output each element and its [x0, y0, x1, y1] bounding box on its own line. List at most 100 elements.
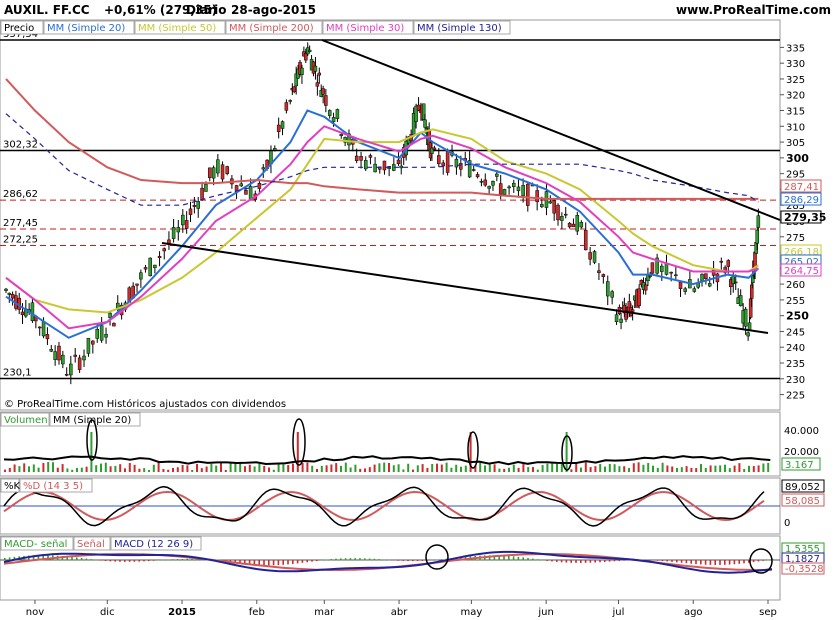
volume-bar — [604, 466, 606, 472]
volume-bar — [493, 464, 496, 472]
price-candle-body — [373, 163, 377, 173]
x-axis-label: abr — [391, 607, 408, 618]
macd-histogram-bar — [287, 560, 289, 565]
volume-bar — [152, 464, 155, 472]
macd-histogram-bar — [416, 560, 419, 562]
macd-histogram-bar — [128, 560, 131, 562]
macd-legend: MACD- señal Señal MACD (12 26 9) — [0, 536, 202, 551]
volume-bar — [666, 465, 669, 472]
price-candle-body — [597, 270, 601, 274]
price-candle-body — [99, 325, 104, 341]
volume-highlight-ellipse — [561, 435, 573, 471]
macd-histogram-bar — [71, 556, 73, 561]
macd-histogram-bar — [239, 560, 241, 564]
macd-histogram-bar — [570, 560, 572, 563]
trendlines — [161, 39, 781, 334]
macd-histogram-bar — [13, 556, 16, 561]
macd-histogram-bar — [119, 560, 121, 562]
volume-bar — [647, 462, 650, 472]
macd-histogram-bar — [320, 559, 323, 561]
legend-label: Volumen — [4, 415, 48, 426]
volume-bar — [148, 469, 150, 472]
volume-bar — [330, 464, 333, 472]
volume-bar — [234, 462, 237, 472]
volume-bar — [292, 463, 294, 472]
price-candle-body — [495, 173, 499, 177]
legend-label: %D (14 3 5) — [23, 481, 83, 492]
price-candle-body — [162, 248, 166, 252]
price-candle-body — [280, 121, 285, 129]
volume-bar — [767, 462, 770, 472]
price-candle-body — [575, 215, 580, 232]
x-axis-label: dic — [100, 607, 115, 618]
price-candle-body — [45, 334, 50, 340]
volume-bar — [85, 466, 88, 472]
macd-histogram-bar — [541, 559, 544, 561]
price-candle-body — [726, 260, 731, 267]
x-axis-label: sep — [759, 607, 777, 618]
macd-histogram-bar — [373, 558, 376, 561]
macd-histogram-bar — [186, 558, 188, 561]
volume-bar — [253, 466, 256, 472]
price-candle-body — [548, 201, 553, 204]
volume-bar — [66, 468, 69, 472]
price-candle-body — [284, 102, 289, 111]
price-candle-body — [294, 73, 298, 87]
volume-bar — [676, 467, 678, 472]
price-candle-body — [610, 291, 614, 298]
volume-axis: 40.000 20.000 3.167 — [781, 426, 821, 471]
x-axis-label: jun — [537, 607, 553, 618]
price-candle-body — [276, 124, 281, 132]
price-y-tick-label: 275 — [786, 233, 805, 244]
price-candle-body — [748, 298, 753, 318]
price-y-tick-label: 325 — [786, 75, 805, 86]
volume-bar — [436, 463, 438, 472]
volume-bar — [762, 463, 765, 472]
price-candle-body — [57, 345, 61, 361]
macd-histogram-bar — [306, 560, 308, 563]
legend-chip — [19, 478, 93, 493]
volume-bar — [282, 464, 285, 472]
volume-bar — [311, 465, 314, 472]
volume-bar — [119, 464, 122, 472]
price-candle-body — [61, 354, 65, 365]
volume-bar — [536, 469, 539, 472]
volume-bar — [527, 467, 530, 472]
macd-histogram-bar — [733, 560, 736, 565]
volume-bar — [80, 467, 83, 472]
header-bar — [0, 0, 835, 20]
volume-bar — [700, 464, 702, 472]
price-candle-body — [347, 133, 351, 146]
volume-bar — [455, 464, 458, 472]
legend-label: MM (Simple 50) — [138, 23, 216, 34]
volume-bar — [671, 466, 674, 472]
macd-histogram-bar — [330, 559, 332, 561]
price-candle-body — [208, 167, 212, 178]
price-candle-body — [157, 256, 162, 258]
macd-histogram-bar — [666, 560, 668, 562]
macd-histogram-bar — [695, 560, 697, 565]
lower-trendline — [161, 242, 769, 334]
volume-bar — [287, 465, 290, 472]
volume-bar — [440, 464, 443, 472]
macd-line — [3, 550, 773, 574]
macd-histogram-bar — [344, 558, 347, 561]
price-candle-body — [359, 155, 363, 161]
macd-histogram-bar — [656, 560, 659, 561]
volume-bar — [316, 468, 318, 472]
price-candle-body — [304, 53, 308, 61]
macd-histogram-bar — [589, 560, 592, 563]
macd-histogram-bar — [618, 560, 620, 561]
volume-bar — [157, 462, 160, 472]
volume-bar — [618, 466, 621, 472]
macd-histogram-bar — [176, 559, 179, 561]
stoch-d-line — [3, 490, 765, 522]
price-y-tick-label: 295 — [786, 170, 805, 181]
volume-bar — [13, 464, 16, 472]
value-box-label: 264,75 — [784, 266, 819, 277]
price-panel[interactable] — [0, 19, 781, 411]
x-axis-label: may — [461, 607, 483, 618]
volume-legend: Volumen MM (Simple 20) — [0, 412, 141, 427]
volume-bar — [709, 465, 712, 472]
